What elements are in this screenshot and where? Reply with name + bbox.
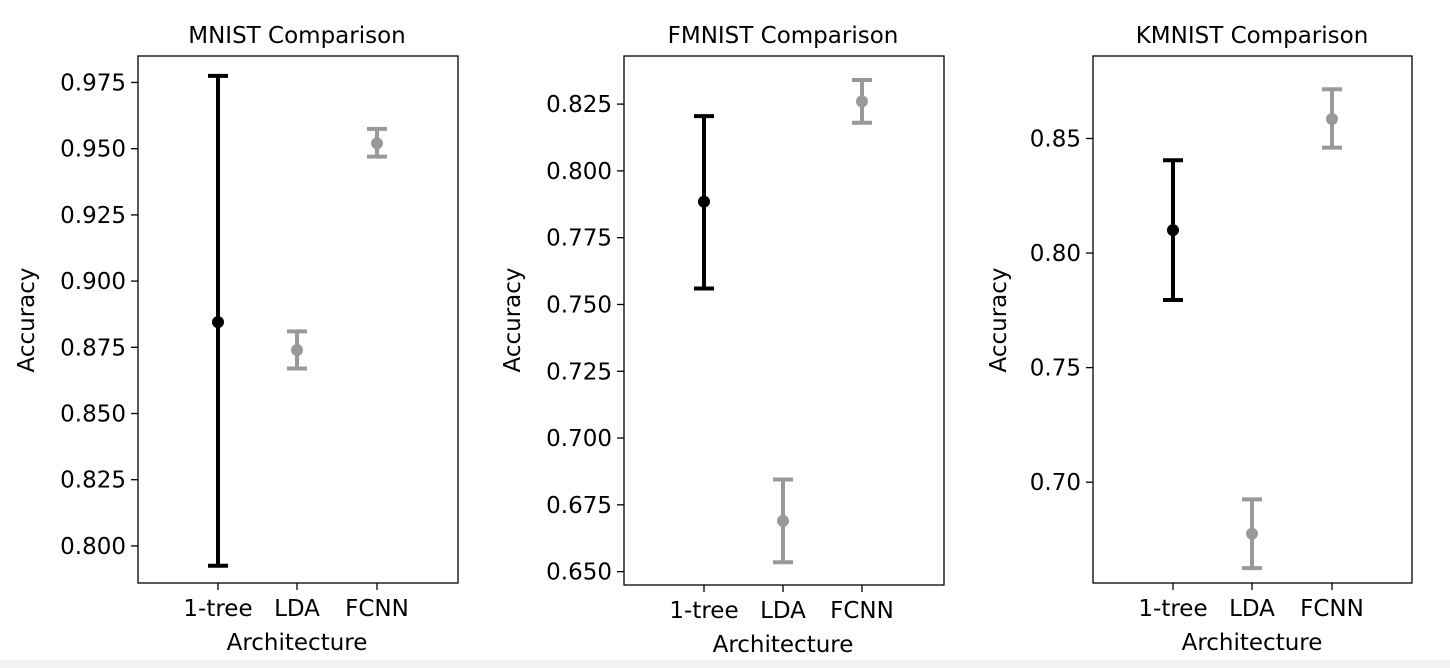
panel-fmnist: FMNIST Comparison Architecture Accuracy …	[500, 23, 945, 658]
panel-mnist: MNIST Comparison Architecture Accuracy 0…	[14, 23, 459, 656]
y-tick-label: 0.875	[60, 335, 126, 361]
y-tick-label: 0.925	[60, 203, 126, 229]
y-axis-label: Accuracy	[500, 267, 526, 372]
y-tick-label: 0.70	[1030, 470, 1081, 496]
y-tick-label: 0.700	[546, 426, 612, 452]
x-tick-label: FCNN	[1300, 596, 1364, 622]
axes-frame	[137, 55, 459, 584]
panel-kmnist: KMNIST Comparison Architecture Accuracy …	[986, 23, 1413, 656]
mean-marker	[291, 343, 303, 356]
y-tick-label: 0.825	[60, 468, 126, 494]
mean-marker	[1167, 224, 1179, 237]
x-axis-label: Architecture	[1182, 630, 1323, 656]
y-tick-label: 0.675	[546, 493, 612, 519]
x-tick-label: FCNN	[345, 596, 409, 622]
chart-title: MNIST Comparison	[188, 23, 406, 49]
mean-marker	[856, 95, 868, 108]
x-tick-label: 1-tree	[1138, 596, 1207, 622]
x-tick-label: 1-tree	[669, 598, 738, 624]
y-tick-label: 0.900	[60, 269, 126, 295]
chart-title: KMNIST Comparison	[1136, 23, 1369, 49]
x-tick-label: LDA	[274, 596, 320, 622]
y-tick-label: 0.85	[1030, 126, 1081, 152]
y-axis-label: Accuracy	[14, 267, 40, 372]
y-tick-label: 0.800	[546, 159, 612, 185]
y-tick-label: 0.80	[1030, 241, 1081, 267]
y-tick-label: 0.850	[60, 402, 126, 428]
mean-marker	[212, 316, 224, 329]
x-tick-label: LDA	[1229, 596, 1275, 622]
y-tick-label: 0.725	[546, 359, 612, 385]
y-tick-label: 0.825	[546, 92, 612, 118]
mean-marker	[698, 195, 710, 208]
x-tick-label: FCNN	[830, 598, 894, 624]
y-tick-label: 0.775	[546, 226, 612, 252]
x-tick-label: 1-tree	[183, 596, 252, 622]
y-axis-label: Accuracy	[986, 267, 1012, 372]
chart-title: FMNIST Comparison	[668, 23, 899, 49]
x-tick-label: LDA	[760, 598, 806, 624]
x-axis-label: Architecture	[227, 630, 368, 656]
y-tick-label: 0.650	[546, 560, 612, 586]
plot-area: 0.650 0.675 0.700 0.725 0.750 0.775 0.800 0.825…	[546, 55, 945, 624]
y-tick-label: 0.75	[1030, 356, 1081, 382]
y-tick-label: 0.950	[60, 137, 126, 163]
x-axis-label: Architecture	[713, 632, 854, 658]
plot-area: 0.800 0.825 0.850 0.875 0.900 0.925 0.950 0.975…	[60, 55, 459, 622]
y-tick-label: 0.750	[546, 292, 612, 318]
axes-frame	[623, 55, 945, 586]
y-tick-label: 0.800	[60, 534, 126, 560]
bottom-strip	[0, 660, 1450, 668]
plot-area: 0.70 0.75 0.80 0.85 1-tree LDA FCNN	[1030, 55, 1413, 622]
mean-marker	[371, 137, 383, 150]
mean-marker	[777, 514, 789, 527]
mean-marker	[1326, 113, 1338, 126]
mean-marker	[1246, 527, 1258, 540]
y-tick-label: 0.975	[60, 70, 126, 96]
